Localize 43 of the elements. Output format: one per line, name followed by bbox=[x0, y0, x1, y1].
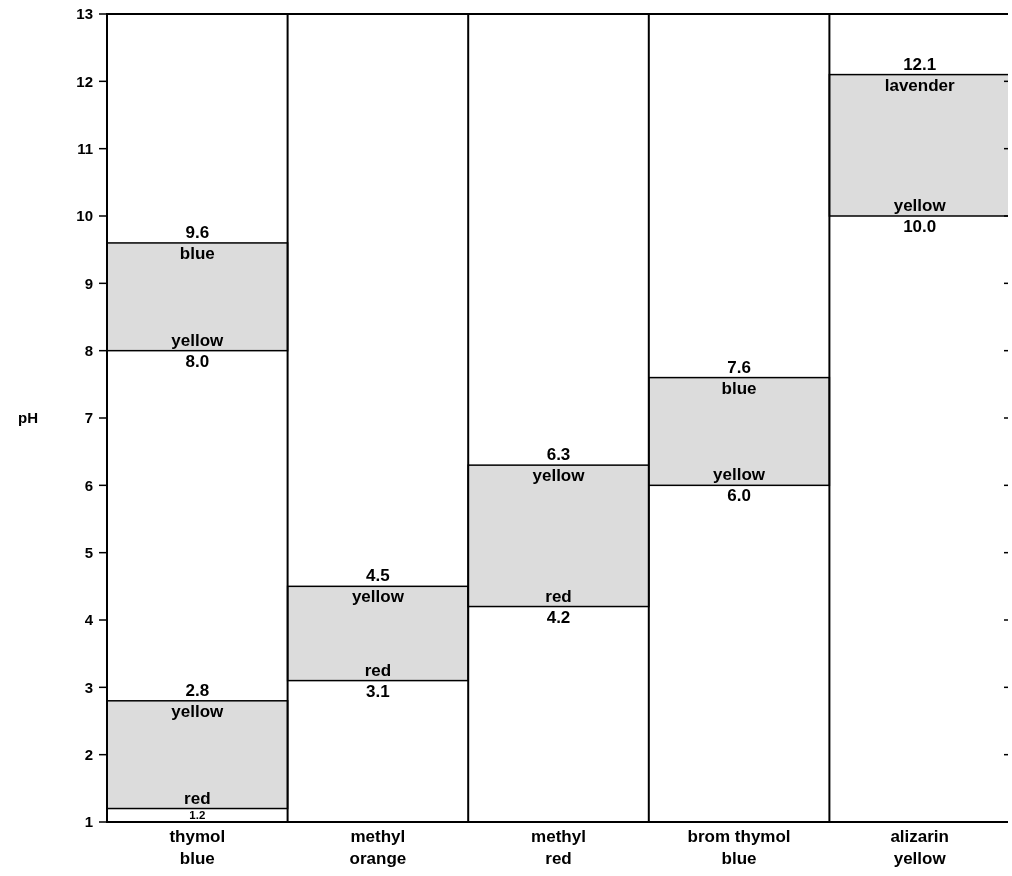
annotation: 3.1 bbox=[366, 681, 390, 701]
annotation: 7.6 bbox=[727, 357, 751, 377]
annotation: yellow bbox=[171, 701, 225, 721]
annotation: red bbox=[545, 586, 572, 606]
y-tick-label: 1 bbox=[84, 813, 93, 831]
annotation: 8.0 bbox=[185, 351, 210, 371]
y-tick-label: 11 bbox=[77, 139, 93, 157]
annotation: yellow bbox=[713, 465, 766, 485]
y-tick-label: 4 bbox=[84, 611, 94, 629]
y-tick-label: 6 bbox=[84, 476, 93, 494]
x-tick-label: alizarin yellow bbox=[890, 827, 949, 869]
y-tick-label: 9 bbox=[84, 274, 93, 292]
x-tick-label: methyl orange bbox=[349, 827, 407, 869]
annotation: blue bbox=[179, 243, 215, 263]
annotation: red bbox=[364, 660, 392, 680]
annotation: 4.5 bbox=[366, 566, 390, 586]
annotation: 9.6 bbox=[185, 222, 210, 242]
x-tick-label: methyl red bbox=[531, 827, 586, 869]
annotation: 4.2 bbox=[546, 607, 571, 627]
x-tick-label: brom thymol blue bbox=[687, 827, 791, 869]
annotation: 6.3 bbox=[546, 445, 571, 465]
annotation: yellow bbox=[351, 587, 405, 607]
annotation: yellow bbox=[171, 330, 225, 350]
annotation: red bbox=[184, 788, 211, 808]
y-tick-label: 12 bbox=[76, 72, 93, 90]
annotation: 2.8 bbox=[185, 680, 210, 700]
y-tick-label: 7 bbox=[84, 409, 93, 427]
annotation: 12.1 bbox=[903, 54, 937, 74]
y-tick-label: 8 bbox=[84, 341, 93, 359]
annotation: 10.0 bbox=[903, 217, 937, 236]
annotation: 1.2 bbox=[189, 809, 206, 821]
annotation: lavender bbox=[884, 75, 956, 95]
y-tick-label: 10 bbox=[76, 207, 93, 225]
y-tick-label: 13 bbox=[76, 5, 93, 23]
x-tick-label: thymol blue bbox=[169, 827, 226, 869]
annotation: blue bbox=[721, 378, 757, 398]
y-axis-title: pH bbox=[18, 409, 38, 427]
annotation: 6.0 bbox=[727, 486, 751, 506]
y-tick-label: 2 bbox=[84, 745, 93, 763]
y-tick-label: 5 bbox=[84, 543, 93, 561]
annotation: yellow bbox=[893, 196, 947, 215]
y-tick-label: 3 bbox=[84, 678, 93, 696]
annotation: yellow bbox=[532, 466, 586, 486]
